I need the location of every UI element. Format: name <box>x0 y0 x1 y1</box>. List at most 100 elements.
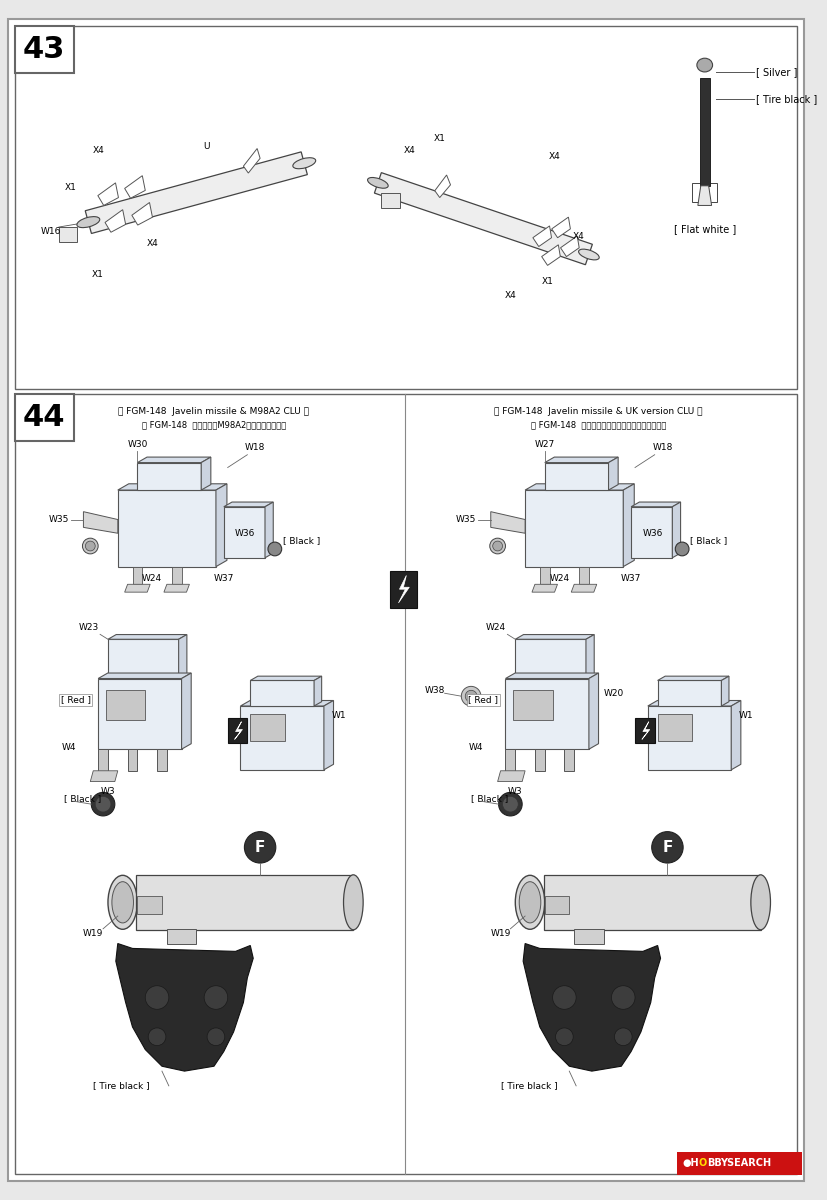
Bar <box>677 1152 802 1175</box>
Bar <box>98 749 108 770</box>
Circle shape <box>245 832 275 863</box>
Bar <box>127 749 137 770</box>
Bar <box>514 690 552 720</box>
Polygon shape <box>523 943 661 1072</box>
Ellipse shape <box>77 217 100 228</box>
Polygon shape <box>505 673 599 678</box>
Polygon shape <box>224 502 273 506</box>
Polygon shape <box>731 701 741 770</box>
Circle shape <box>611 985 635 1009</box>
Text: O: O <box>699 1158 707 1169</box>
Polygon shape <box>131 203 152 226</box>
Polygon shape <box>648 701 741 706</box>
Text: W30: W30 <box>127 440 147 450</box>
Polygon shape <box>105 210 126 233</box>
Text: [ Flat white ]: [ Flat white ] <box>674 224 736 234</box>
Polygon shape <box>251 676 322 680</box>
Text: W35: W35 <box>456 515 476 524</box>
Bar <box>137 896 162 914</box>
Bar <box>15 394 74 440</box>
Ellipse shape <box>579 250 600 260</box>
Text: [ Red ]: [ Red ] <box>61 696 91 704</box>
Ellipse shape <box>367 178 388 188</box>
Text: W16: W16 <box>41 228 61 236</box>
Polygon shape <box>515 635 595 640</box>
Polygon shape <box>399 576 409 602</box>
Text: 《 FGM-148  標槍飛彈與M98A2控制發射裝置）》: 《 FGM-148 標槍飛彈與M98A2控制發射裝置）》 <box>142 421 286 430</box>
Polygon shape <box>698 186 711 205</box>
Bar <box>108 640 179 678</box>
Text: W27: W27 <box>534 440 555 450</box>
Text: [ Black ]: [ Black ] <box>471 793 509 803</box>
Text: W24: W24 <box>549 574 570 583</box>
Text: [ Black ]: [ Black ] <box>64 793 101 803</box>
Text: W38: W38 <box>424 685 445 695</box>
Text: [ Tire black ]: [ Tire black ] <box>500 1081 557 1091</box>
Circle shape <box>556 1028 573 1045</box>
Circle shape <box>499 792 522 816</box>
Text: W18: W18 <box>245 443 265 452</box>
Circle shape <box>466 690 477 702</box>
Circle shape <box>95 797 111 812</box>
Polygon shape <box>561 236 579 257</box>
Circle shape <box>676 542 689 556</box>
Circle shape <box>268 542 282 556</box>
Polygon shape <box>571 584 597 592</box>
Polygon shape <box>136 875 353 930</box>
Polygon shape <box>324 701 333 770</box>
Polygon shape <box>117 484 227 490</box>
Bar <box>545 896 569 914</box>
Text: W24: W24 <box>142 574 162 583</box>
Text: [ Silver ]: [ Silver ] <box>756 67 797 77</box>
Text: X1: X1 <box>542 276 553 286</box>
Polygon shape <box>589 673 599 749</box>
Polygon shape <box>532 584 557 592</box>
Bar <box>635 718 655 743</box>
Bar <box>380 193 400 209</box>
Bar <box>251 680 314 706</box>
Bar <box>15 394 797 1174</box>
Polygon shape <box>672 502 681 558</box>
Polygon shape <box>631 502 681 506</box>
Polygon shape <box>609 457 618 490</box>
Ellipse shape <box>697 59 713 72</box>
Circle shape <box>91 792 115 816</box>
Ellipse shape <box>515 875 545 929</box>
Ellipse shape <box>343 875 363 930</box>
Bar <box>15 26 74 73</box>
Polygon shape <box>265 502 273 558</box>
Circle shape <box>146 985 169 1009</box>
Polygon shape <box>84 511 117 533</box>
Polygon shape <box>235 721 242 739</box>
Text: X4: X4 <box>404 146 415 155</box>
Polygon shape <box>116 943 253 1072</box>
Bar <box>117 490 216 566</box>
Polygon shape <box>642 721 650 739</box>
Bar <box>525 490 624 566</box>
Text: [ Tire black ]: [ Tire black ] <box>756 95 817 104</box>
Polygon shape <box>216 484 227 566</box>
Circle shape <box>652 832 683 863</box>
Text: W36: W36 <box>235 529 256 538</box>
Polygon shape <box>586 635 595 678</box>
Circle shape <box>461 686 481 706</box>
Text: [ Red ]: [ Red ] <box>468 696 498 704</box>
Circle shape <box>85 541 95 551</box>
Bar <box>631 506 672 558</box>
Polygon shape <box>201 457 211 490</box>
Bar <box>505 749 515 770</box>
Bar <box>224 506 265 558</box>
Polygon shape <box>533 226 552 246</box>
Text: W1: W1 <box>332 712 346 720</box>
Circle shape <box>503 797 519 812</box>
Bar <box>15 26 797 389</box>
Polygon shape <box>490 511 525 533</box>
Text: W24: W24 <box>485 623 506 632</box>
Text: YSEARCH: YSEARCH <box>720 1158 772 1169</box>
Ellipse shape <box>112 882 133 923</box>
Polygon shape <box>108 635 187 640</box>
Circle shape <box>83 538 98 554</box>
Polygon shape <box>314 676 322 706</box>
Text: W4: W4 <box>469 743 483 751</box>
Bar <box>167 929 196 943</box>
